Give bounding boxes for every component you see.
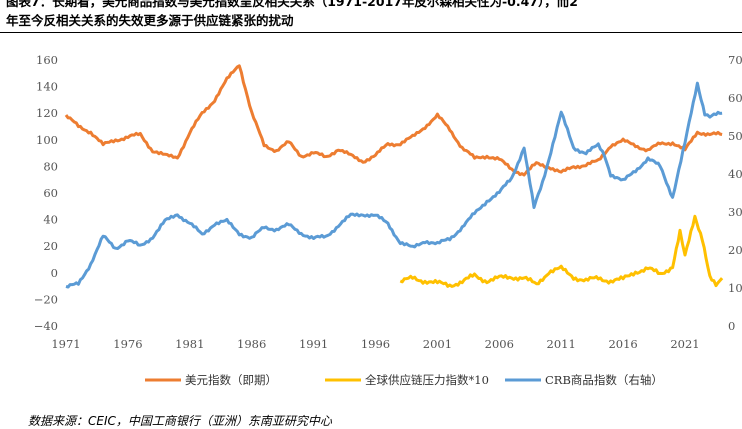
- legend-label: CRB商品指数（右轴）: [545, 373, 663, 387]
- x-tick: 1976: [113, 337, 142, 351]
- y-left-tick-labels: 160 140 120 100 80 60 40 20 0 −20 −40: [34, 53, 58, 333]
- x-tick: 2006: [485, 337, 514, 351]
- y-right-tick: 0: [728, 319, 735, 333]
- series-line: [399, 214, 724, 288]
- y-right-tick: 500: [728, 129, 742, 143]
- y-left-tick: 60: [43, 186, 58, 200]
- y-right-tick: 100: [728, 281, 742, 295]
- x-tick-labels: 1971 1976 1981 1986 1991 1996 2001 2006 2011 2016…: [51, 337, 699, 351]
- x-tick: 2011: [547, 337, 576, 351]
- y-left-tick: −20: [34, 292, 58, 306]
- y-left-tick: 120: [36, 106, 58, 120]
- x-tick: 2016: [608, 337, 637, 351]
- x-tick: 1986: [237, 337, 266, 351]
- series-line: [64, 64, 723, 177]
- legend-label: 美元指数（即期）: [185, 373, 277, 387]
- y-right-tick: 200: [728, 243, 742, 257]
- y-right-tick: 300: [728, 205, 742, 219]
- chart-title-line-1: 图表7：长期看，美元商品指数与美元指数呈反相关关系（1971-2017年皮尔森相…: [6, 0, 578, 9]
- x-tick: 2021: [670, 337, 699, 351]
- y-left-tick: 0: [51, 266, 58, 280]
- x-tick: 1971: [51, 337, 80, 351]
- legend-label: 全球供应链压力指数*10: [365, 373, 489, 387]
- x-tick: 2001: [423, 337, 452, 351]
- x-tick: 1991: [299, 337, 328, 351]
- series-line: [65, 81, 723, 289]
- source-note: 数据来源：CEIC，中国工商银行（亚洲）东南亚研究中心: [28, 414, 332, 428]
- chart-title-line-2: 年至今反相关关系的失效更多源于供应链紧张的扰动: [6, 13, 294, 28]
- y-right-tick: 600: [728, 91, 742, 105]
- x-tick: 1996: [361, 337, 390, 351]
- y-right-tick: 400: [728, 167, 742, 181]
- y-left-tick: 160: [36, 53, 58, 67]
- title-divider: [0, 32, 742, 33]
- y-left-tick: 140: [36, 80, 58, 94]
- y-left-tick: 80: [43, 159, 58, 173]
- y-right-tick: 700: [728, 53, 742, 67]
- y-left-tick: 40: [43, 213, 58, 227]
- y-left-tick: 100: [36, 133, 58, 147]
- x-tick: 1981: [175, 337, 204, 351]
- series-lines: [64, 64, 724, 289]
- y-left-tick: 20: [43, 239, 58, 253]
- title-bar: 图表7：长期看，美元商品指数与美元指数呈反相关关系（1971-2017年皮尔森相…: [0, 0, 742, 34]
- y-right-tick-labels: 700 600 500 400 300 200 100 0: [728, 53, 742, 333]
- y-left-tick: −40: [34, 319, 58, 333]
- legend: 美元指数（即期） 全球供应链压力指数*10 CRB商品指数（右轴）: [145, 373, 663, 387]
